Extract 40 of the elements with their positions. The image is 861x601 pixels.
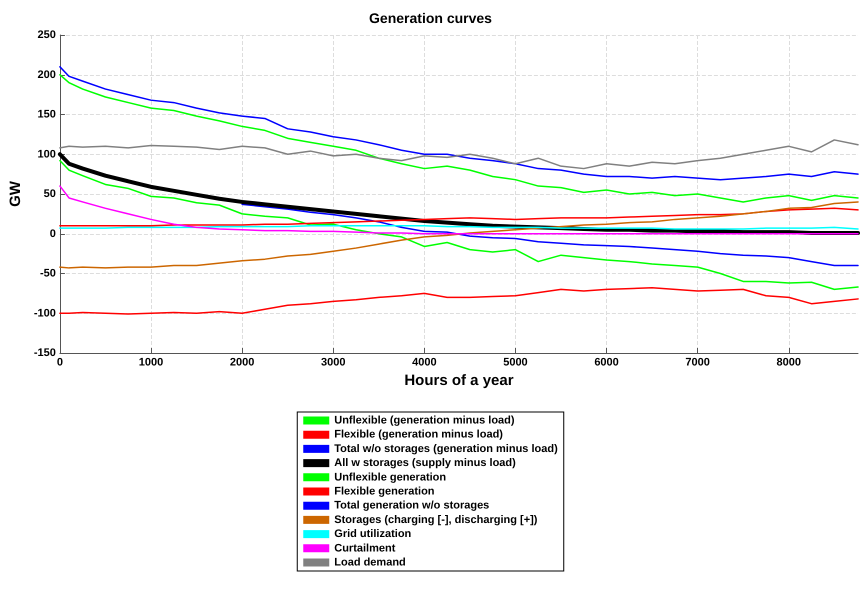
legend-label: Storages (charging [-], discharging [+]) [334, 514, 538, 526]
y-tick-label: 150 [38, 108, 56, 120]
legend-label: Flexible generation [334, 486, 435, 498]
y-tick-label: -50 [40, 268, 56, 280]
line-series [59, 208, 859, 227]
line-series [59, 201, 859, 269]
x-tick-label: 5000 [503, 356, 528, 368]
chart-title: Generation curves [369, 10, 492, 26]
line-series [59, 139, 859, 170]
x-tick-label: 7000 [685, 356, 710, 368]
y-tick-label: -150 [34, 347, 56, 359]
line-series [59, 287, 859, 315]
x-tick-label: 1000 [138, 356, 164, 368]
line-series [59, 66, 859, 180]
x-tick-label: 2000 [230, 356, 254, 368]
line-series [59, 185, 859, 234]
x-tick-label: 4000 [412, 356, 437, 368]
y-tick-label: 0 [50, 228, 56, 240]
legend-label: All w storages (supply minus load) [334, 457, 516, 470]
legend-label: Grid utilization [334, 528, 412, 540]
y-axis-title: GW [7, 180, 24, 207]
y-tick-label: -100 [34, 307, 56, 320]
y-tick-label: 100 [38, 148, 56, 160]
x-tick-label: 8000 [776, 356, 801, 368]
line-series [59, 74, 859, 203]
legend-label: Unflexible (generation minus load) [334, 414, 515, 426]
legend-label: Total generation w/o storages [334, 500, 490, 512]
line-series [241, 204, 859, 266]
y-tick-label: 50 [44, 188, 56, 200]
legend-label: Load demand [334, 556, 406, 568]
line-series [59, 160, 859, 290]
x-tick-label: 6000 [594, 356, 619, 368]
x-tick-label: 3000 [320, 356, 346, 368]
x-axis-title: Hours of a year [404, 372, 514, 389]
legend-label: Curtailment [334, 542, 396, 554]
legend-label: Unflexible generation [334, 471, 446, 484]
y-tick-label: 250 [38, 29, 56, 41]
legend-label: Total w/o storages (generation minus load) [334, 442, 558, 455]
y-tick-label: 200 [38, 68, 56, 81]
legend-label: Flexible (generation minus load) [334, 428, 504, 441]
